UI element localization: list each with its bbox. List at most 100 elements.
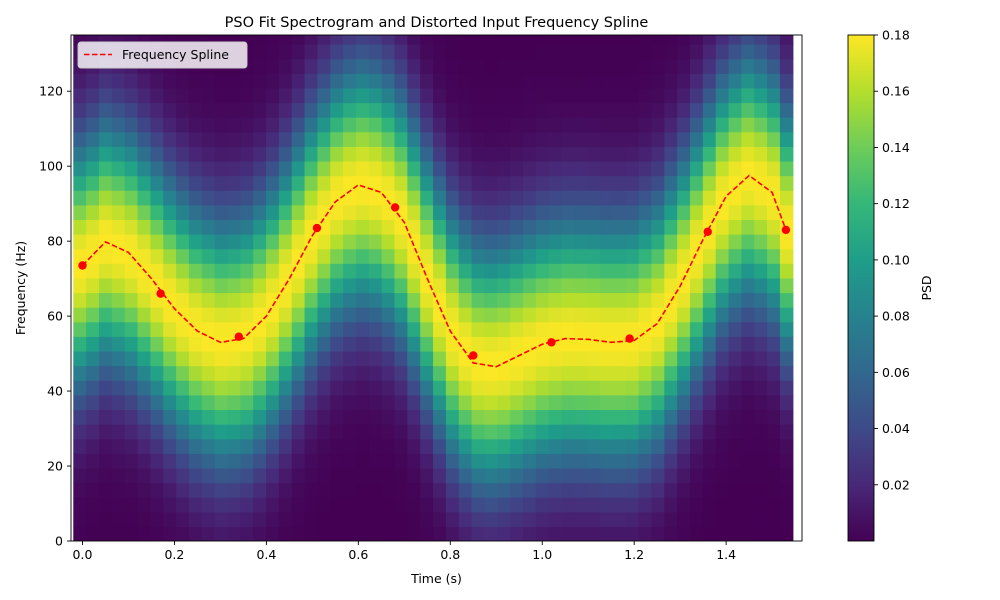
spectrogram-cell (754, 248, 768, 264)
spectrogram-cell (176, 87, 190, 104)
spectrogram-cell (176, 350, 190, 367)
spectrogram-cell (433, 424, 447, 440)
spectrogram-cell (137, 292, 151, 308)
spectrogram-cell (690, 321, 704, 337)
spectrogram-cell (394, 394, 408, 411)
spectrogram-cell (612, 438, 627, 454)
spectrogram-cell (188, 511, 203, 527)
spectrogram-cell (368, 467, 383, 484)
spectrogram-cell (471, 58, 486, 74)
spectrogram-cell (201, 117, 216, 133)
spectrogram-cell (343, 438, 357, 454)
spectrogram-cell (394, 321, 408, 337)
spectrogram-cell (702, 511, 717, 527)
spectrogram-cell (433, 87, 447, 104)
spectrogram-cell (278, 467, 293, 484)
spectrogram-cell (343, 321, 357, 337)
spectrogram-cell (99, 307, 113, 323)
spectrogram-cell (266, 219, 280, 235)
spectrogram-cell (484, 482, 498, 498)
spectrogram-cell (253, 380, 267, 396)
spectrogram-cell (779, 511, 794, 527)
spectrogram-cell (343, 482, 357, 498)
spectrogram-cell (664, 219, 678, 235)
spectrogram-cell (484, 307, 498, 323)
spectrogram-cell (522, 73, 537, 89)
spectrogram-cell (214, 190, 229, 206)
spectrogram-cell (497, 160, 511, 177)
spectrogram-cell (99, 497, 113, 513)
spectrogram-cell (266, 44, 280, 60)
spectrogram-cell (664, 350, 678, 367)
spectrogram-cell (227, 424, 241, 440)
spectrogram-cell (497, 482, 511, 498)
spectrogram-cell (433, 321, 447, 337)
spectrogram-cell (664, 102, 678, 118)
spectrogram-cell (587, 277, 601, 294)
spectrogram-cell (240, 35, 254, 45)
spectrogram-cell (522, 292, 537, 308)
spectrogram-cell (600, 438, 614, 454)
spectrogram-cell (291, 394, 306, 411)
spectrogram-cell (638, 204, 653, 221)
spectrogram-cell (702, 380, 717, 396)
spectrogram-cell (715, 190, 730, 206)
spectrogram-cell (664, 160, 678, 177)
x-tick-label: 1.4 (716, 547, 736, 562)
spectrogram-cell (574, 219, 588, 235)
spectrogram-cell (266, 87, 280, 104)
spectrogram-cell (458, 511, 473, 527)
spectrogram-cell (253, 467, 267, 484)
spectrogram-cell (779, 102, 794, 118)
spectrogram-cell (73, 131, 87, 147)
spectrogram-cell (240, 160, 254, 177)
spectrogram-cell (201, 350, 216, 367)
spectrogram-cell (677, 453, 691, 469)
spline-control-point (547, 338, 556, 347)
spectrogram-cell (587, 307, 601, 323)
spectrogram-cell (176, 190, 190, 206)
spectrogram-cell (394, 292, 408, 308)
spectrogram-cell (445, 131, 460, 147)
spectrogram-cell (510, 424, 524, 440)
spectrogram-cell (137, 175, 151, 191)
spectrogram-cell (779, 292, 794, 308)
spectrogram-cell (715, 146, 730, 162)
spectrogram-cell (420, 263, 434, 279)
spectrogram-cell (188, 394, 203, 411)
spectrogram-cell (227, 482, 241, 498)
spectrogram-cell (600, 160, 614, 177)
spectrogram-cell (458, 44, 473, 60)
spectrogram-cell (522, 146, 537, 162)
spectrogram-cell (137, 87, 151, 104)
spectrogram-cell (330, 380, 344, 396)
spectrogram-cell (343, 160, 357, 177)
spectrogram-cell (471, 409, 486, 425)
spectrogram-cell (73, 497, 87, 513)
spectrogram-cell (291, 526, 306, 541)
spectrogram-cell (433, 394, 447, 411)
spectrogram-cell (651, 394, 665, 411)
spectrogram-cell (73, 394, 87, 411)
spectrogram-cell (612, 511, 627, 527)
spectrogram-cell (728, 380, 743, 396)
spectrogram-cell (535, 234, 550, 250)
spectrogram-cell (612, 117, 627, 133)
spectrogram-cell (677, 131, 691, 147)
spectrogram-cell (445, 146, 460, 162)
spectrogram-cell (522, 321, 537, 337)
spectrogram-cell (497, 219, 511, 235)
spectrogram-cell (163, 131, 177, 147)
spectrogram-cell (458, 73, 473, 89)
spectrogram-cell (214, 219, 229, 235)
spectrogram-cell (163, 511, 177, 527)
spectrogram-cell (535, 175, 550, 191)
spectrogram-cell (368, 394, 383, 411)
spectrogram-cell (754, 497, 768, 513)
spectrogram-cell (690, 146, 704, 162)
spectrogram-cell (510, 292, 524, 308)
spectrogram-cell (702, 292, 717, 308)
spectrogram-cell (458, 160, 473, 177)
spectrogram-cell (330, 87, 344, 104)
spectrogram-cell (99, 190, 113, 206)
